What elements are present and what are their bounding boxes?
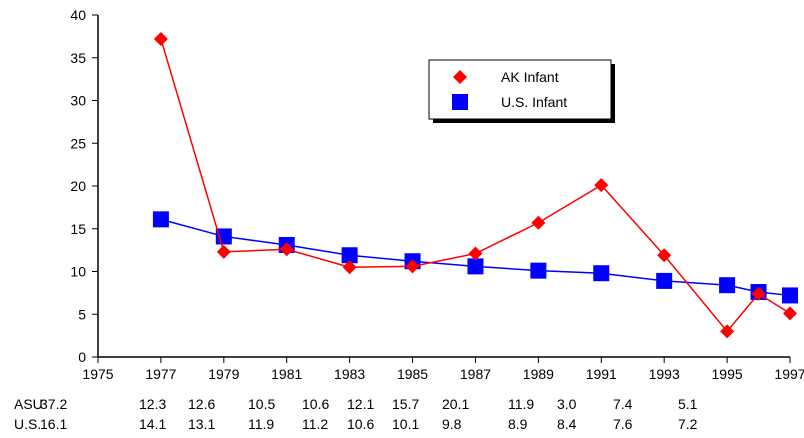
table-cell: 15.7 <box>392 396 419 412</box>
data-point-square <box>341 247 358 264</box>
legend-box <box>428 59 612 120</box>
x-tick-label: 1997 <box>774 366 804 382</box>
data-point-diamond <box>405 259 420 274</box>
table-cell: 5.1 <box>678 396 698 412</box>
data-point-diamond <box>594 178 609 193</box>
data-point-diamond <box>720 324 735 339</box>
data-point-square <box>719 277 736 294</box>
data-point-diamond <box>783 306 797 321</box>
table-cell: 8.4 <box>557 416 577 432</box>
data-point-square <box>782 287 798 304</box>
legend-swatch-square <box>452 94 468 110</box>
data-point-square <box>152 211 169 228</box>
data-point-diamond <box>751 286 766 301</box>
table-row-label: U.S. <box>14 416 41 432</box>
data-point-diamond <box>216 244 231 259</box>
y-tick-label: 15 <box>70 221 86 237</box>
y-tick-label: 30 <box>70 93 86 109</box>
x-tick-label: 1991 <box>586 366 617 382</box>
table-cell: 12.6 <box>188 396 215 412</box>
table-cell: 11.9 <box>508 396 534 412</box>
table-cell: 10.6 <box>302 396 329 412</box>
table-cell: 16.1 <box>40 416 67 432</box>
data-point-square <box>593 265 610 282</box>
x-tick-label: 1975 <box>82 366 113 382</box>
y-tick-label: 20 <box>70 178 86 194</box>
table-cell: 20.1 <box>442 396 469 412</box>
y-tick-label: 0 <box>78 349 86 365</box>
table-row-label: ASU <box>14 396 43 412</box>
x-tick-label: 1985 <box>397 366 428 382</box>
legend-label: U.S. Infant <box>501 94 567 110</box>
data-point-diamond <box>342 260 357 275</box>
data-point-diamond <box>153 31 168 46</box>
x-tick-label: 1977 <box>145 366 176 382</box>
legend-label: AK Infant <box>501 69 559 85</box>
legend: AK Infant U.S. Infant <box>428 59 615 123</box>
table-cell: 13.1 <box>188 416 215 432</box>
data-point-diamond <box>657 248 672 263</box>
x-tick-label: 1995 <box>712 366 743 382</box>
table-cell: 10.6 <box>347 416 374 432</box>
data-point-diamond <box>531 215 546 230</box>
x-tick-label: 1993 <box>649 366 680 382</box>
axes: 0 5 10 15 20 25 30 35 40 1975 1977 1979 1981 1983 1985… <box>70 7 804 382</box>
x-tick-label: 1981 <box>271 366 302 382</box>
y-tick-label: 40 <box>70 7 86 23</box>
table-cell: 11.2 <box>302 416 328 432</box>
table-cell: 7.4 <box>613 396 633 412</box>
data-point-diamond <box>468 246 483 261</box>
legend-swatch-diamond <box>453 70 467 84</box>
series-line <box>160 38 791 333</box>
table-cell: 12.1 <box>347 396 374 412</box>
y-tick-label: 5 <box>78 306 86 322</box>
x-tick-label: 1979 <box>208 366 239 382</box>
table-cell: 7.2 <box>678 416 698 432</box>
x-tick-label: 1987 <box>460 366 491 382</box>
y-tick-label: 35 <box>70 50 86 66</box>
y-tick-label: 10 <box>70 264 86 280</box>
table-cell: 3.0 <box>557 396 577 412</box>
table-cell: 10.1 <box>392 416 419 432</box>
table-cell: 9.8 <box>442 416 462 432</box>
series-layer <box>152 31 798 339</box>
table-cell: 12.3 <box>139 396 166 412</box>
data-point-diamond <box>279 242 294 257</box>
table-cell: 7.6 <box>613 416 633 432</box>
table-cell: 11.9 <box>248 416 274 432</box>
y-tick-label: 25 <box>70 135 86 151</box>
table-cell: 14.1 <box>139 416 166 432</box>
table-cell: 10.5 <box>248 396 275 412</box>
data-point-square <box>467 258 484 275</box>
table-cell: 8.9 <box>508 416 528 432</box>
x-tick-label: 1983 <box>334 366 365 382</box>
data-point-square <box>656 272 673 289</box>
table-cell: 37.2 <box>40 396 67 412</box>
x-tick-label: 1989 <box>523 366 554 382</box>
data-point-square <box>530 262 547 279</box>
